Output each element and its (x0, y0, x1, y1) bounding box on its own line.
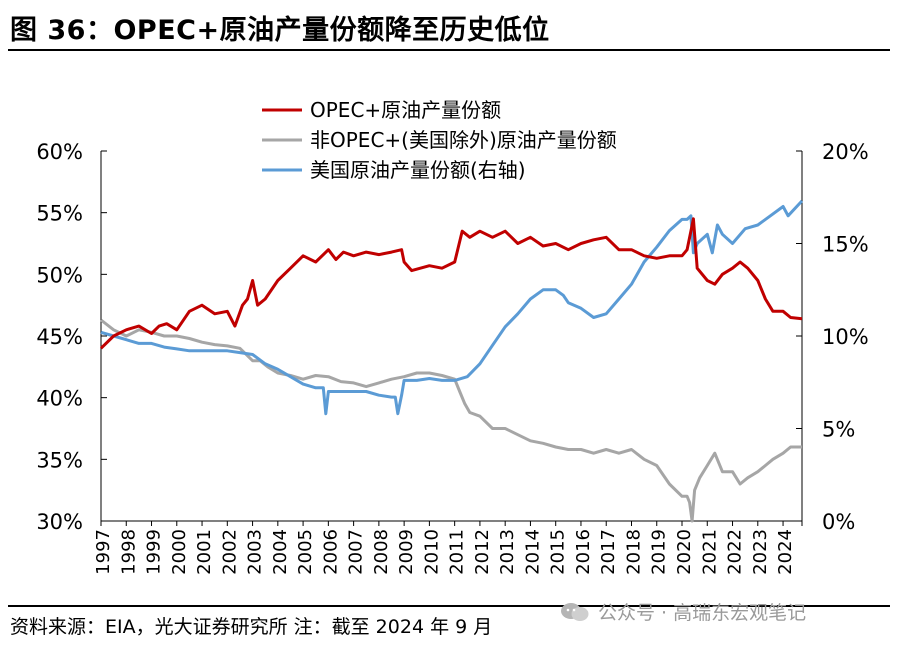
y-tick-label-right: 5% (822, 418, 855, 442)
chart: 60%55%50%45%40%35%30%20%15%10%5%0%1997 19… (36, 98, 868, 575)
y-tick-label-left: 35% (36, 448, 83, 472)
y-tick-label-left: 40% (36, 387, 83, 411)
x-tick-label: 2020 (674, 529, 695, 575)
x-tick-label: 2019 (649, 529, 670, 575)
x-tick-label: 2018 (623, 529, 644, 575)
x-tick-label: 2007 (346, 529, 367, 575)
y-tick-label-right: 15% (822, 233, 869, 257)
x-tick-label: 2015 (548, 529, 569, 575)
x-tick-label: 2009 (396, 529, 417, 575)
x-tick-label: 2016 (573, 529, 594, 575)
chart-series (99, 199, 804, 523)
x-tick-label: 2023 (750, 529, 771, 575)
x-tick-label: 2014 (522, 529, 543, 575)
y-tick-label-left: 60% (36, 140, 83, 164)
x-tick-label: 1999 (144, 529, 165, 575)
x-tick-label: 2024 (775, 529, 796, 575)
legend-label-non-opec: 非OPEC+(美国除外)原油产量份额 (310, 128, 617, 152)
x-tick-label: 2000 (169, 529, 190, 575)
watermark-text: 公众号 · 高瑞东宏观笔记 (598, 602, 807, 624)
x-tick-label: 2022 (725, 529, 746, 575)
page-title: 图 36：OPEC+原油产量份额降至历史低位 (10, 15, 550, 46)
legend-label-opec: OPEC+原油产量份额 (310, 98, 501, 122)
x-tick-label: 2012 (472, 529, 493, 575)
chart-axes: 60%55%50%45%40%35%30%20%15%10%5%0%1997 19… (36, 140, 868, 575)
x-tick-label: 2004 (270, 529, 291, 575)
chat-bubble-icon (561, 602, 589, 621)
series-non-opec-line (100, 318, 802, 523)
x-tick-label: 2011 (447, 529, 468, 575)
x-tick-label: 2021 (699, 529, 720, 575)
x-tick-label: 2017 (598, 529, 619, 575)
chart-legend: OPEC+原油产量份额非OPEC+(美国除外)原油产量份额美国原油产量份额(右轴… (262, 98, 617, 182)
x-tick-label: 2001 (194, 529, 215, 575)
x-tick-label: 2008 (371, 529, 392, 575)
y-tick-label-left: 55% (36, 202, 83, 226)
x-tick-label: 2013 (497, 529, 518, 575)
x-tick-label: 2005 (295, 529, 316, 575)
x-tick-label: 1998 (118, 529, 139, 575)
x-tick-label: 2006 (320, 529, 341, 575)
x-tick-label: 1997 (93, 529, 114, 575)
y-tick-label-left: 45% (36, 325, 83, 349)
x-tick-label: 2002 (219, 529, 240, 575)
y-tick-label-right: 0% (822, 510, 855, 534)
source-note: 资料来源：EIA，光大证券研究所 注：截至 2024 年 9 月 (10, 616, 493, 638)
title-rule (8, 49, 890, 51)
x-tick-label: 2010 (421, 529, 442, 575)
y-tick-label-right: 10% (822, 325, 869, 349)
y-tick-label-left: 30% (36, 510, 83, 534)
legend-label-us: 美国原油产量份额(右轴) (310, 158, 526, 182)
footer-rule (8, 605, 890, 607)
y-tick-label-right: 20% (822, 140, 869, 164)
x-tick-label: 2003 (245, 529, 266, 575)
series-opec-line (99, 217, 803, 350)
y-tick-label-left: 50% (36, 263, 83, 287)
watermark: 公众号 · 高瑞东宏观笔记 (560, 598, 806, 625)
